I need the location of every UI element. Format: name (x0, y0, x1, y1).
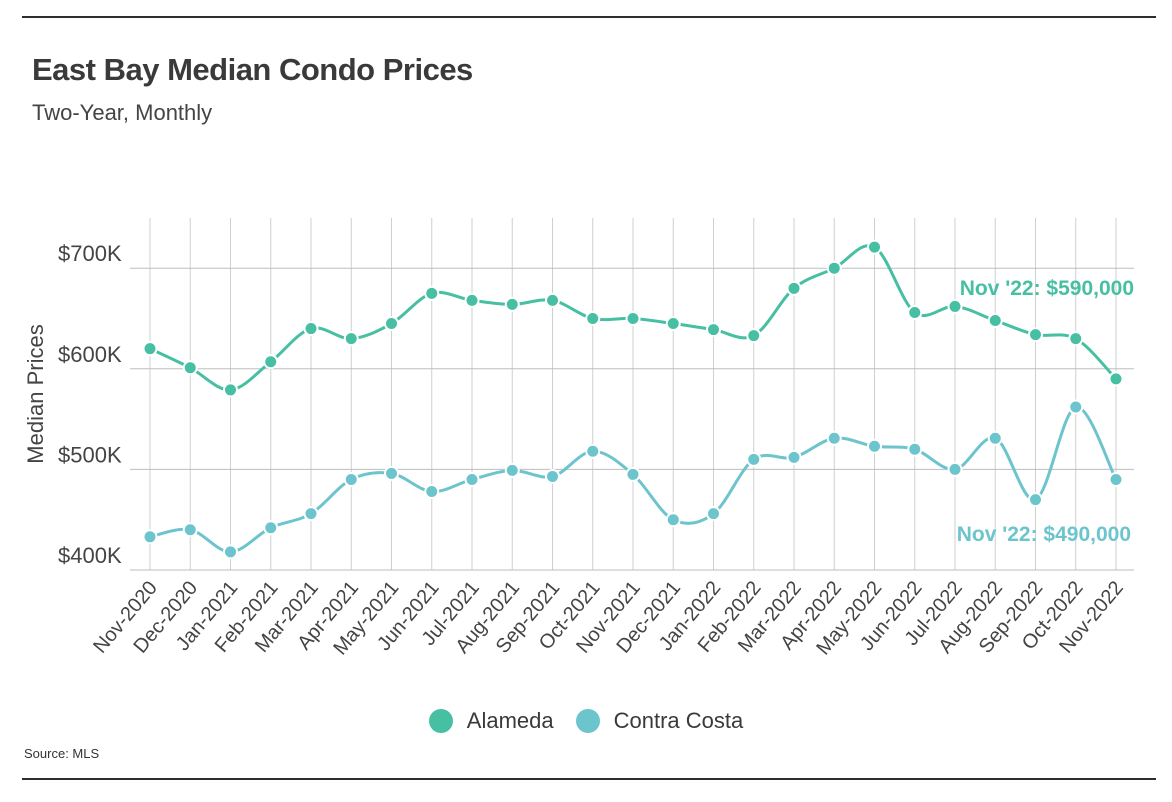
data-point-contra-costa (625, 466, 641, 482)
data-point-alameda (907, 304, 923, 320)
data-point-contra-costa (424, 484, 440, 500)
legend-label-contra-costa: Contra Costa (613, 708, 744, 733)
data-point-alameda (343, 331, 359, 347)
data-point-contra-costa (1108, 471, 1124, 487)
data-point-contra-costa (1068, 399, 1084, 415)
data-point-alameda (947, 298, 963, 314)
legend: Alameda Contra Costa (0, 708, 1172, 734)
data-point-contra-costa (545, 468, 560, 484)
top-rule (22, 16, 1156, 18)
data-point-contra-costa (223, 544, 238, 560)
data-point-alameda (867, 239, 882, 255)
data-point-alameda (424, 285, 440, 301)
end-label-alameda: Nov '22: $590,000 (960, 277, 1134, 300)
data-point-contra-costa (504, 462, 520, 478)
data-point-alameda (625, 311, 641, 326)
data-point-contra-costa (987, 430, 1003, 446)
legend-label-alameda: Alameda (466, 708, 554, 733)
data-point-contra-costa (384, 465, 399, 481)
data-point-alameda (987, 313, 1003, 329)
y-tick-label: $400K (58, 543, 122, 568)
data-point-alameda (665, 316, 681, 332)
y-tick-label: $600K (58, 342, 122, 367)
data-point-contra-costa (665, 512, 681, 528)
chart-title: East Bay Median Condo Prices (32, 52, 473, 87)
y-axis-label: Median Prices (23, 324, 48, 463)
data-point-alameda (384, 316, 399, 332)
data-point-alameda (746, 328, 762, 344)
data-point-alameda (706, 322, 721, 338)
source-note: Source: MLS (24, 746, 100, 761)
data-point-alameda (223, 382, 238, 398)
data-point-contra-costa (182, 522, 198, 538)
data-point-alameda (585, 311, 601, 326)
data-point-contra-costa (947, 461, 963, 477)
data-point-alameda (182, 360, 198, 376)
data-point-contra-costa (867, 438, 882, 454)
legend-swatch-alameda (428, 709, 453, 733)
data-point-alameda (1068, 331, 1084, 347)
data-point-alameda (303, 321, 319, 337)
data-point-contra-costa (142, 529, 158, 545)
data-point-contra-costa (464, 471, 480, 487)
end-label-contra-costa: Nov '22: $490,000 (957, 523, 1131, 546)
data-point-alameda (142, 341, 158, 357)
data-point-contra-costa (263, 520, 279, 536)
data-point-contra-costa (706, 506, 721, 522)
data-point-contra-costa (343, 471, 359, 487)
legend-item-contra-costa[interactable]: Contra Costa (575, 708, 744, 734)
data-point-contra-costa (303, 506, 319, 522)
data-point-alameda (1108, 371, 1124, 387)
data-point-alameda (1028, 327, 1043, 343)
data-point-contra-costa (826, 430, 842, 446)
legend-swatch-contra-costa (575, 709, 600, 733)
data-point-contra-costa (786, 449, 802, 465)
data-point-alameda (263, 354, 279, 370)
chart-subtitle: Two-Year, Monthly (32, 100, 213, 125)
data-point-contra-costa (1028, 492, 1043, 508)
data-point-contra-costa (907, 441, 923, 457)
data-point-alameda (786, 280, 802, 296)
legend-item-alameda[interactable]: Alameda (428, 708, 554, 734)
data-point-contra-costa (585, 443, 601, 459)
data-point-alameda (545, 292, 560, 308)
data-point-alameda (826, 260, 842, 276)
y-tick-label: $700K (58, 241, 122, 266)
data-point-contra-costa (746, 451, 762, 467)
bottom-rule (22, 778, 1156, 780)
data-point-alameda (504, 296, 520, 312)
y-tick-label: $500K (58, 442, 122, 467)
data-point-alameda (464, 292, 480, 308)
